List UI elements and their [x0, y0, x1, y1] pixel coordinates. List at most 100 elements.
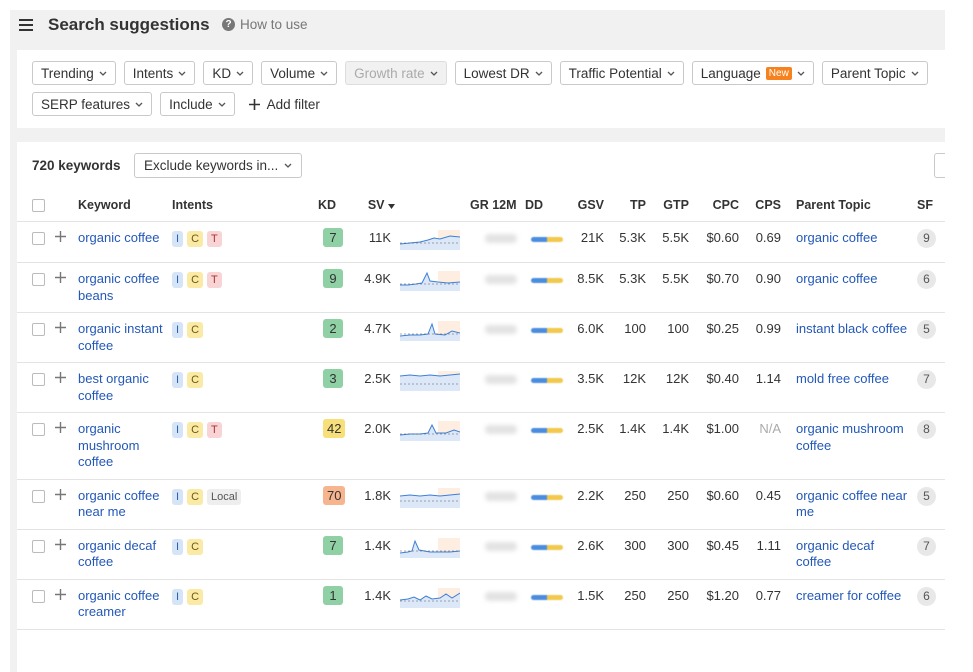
trend-sparkline [399, 371, 461, 391]
sf-badge[interactable]: 7 [917, 536, 936, 556]
sf-badge[interactable]: 7 [917, 370, 936, 389]
add-to-list[interactable] [55, 371, 66, 388]
filter-button[interactable]: Include [160, 92, 235, 116]
sf-badge[interactable]: 8 [917, 420, 936, 439]
keyword-link[interactable]: organic mushroom coffee [78, 421, 140, 469]
filter-button[interactable]: Language New [691, 61, 814, 85]
filter-label: Trending [41, 65, 94, 81]
filter-button[interactable]: Trending [32, 61, 116, 85]
filter-button[interactable]: Traffic Potential [559, 61, 684, 85]
column-header[interactable]: GR 12M [470, 190, 525, 222]
add-to-list[interactable] [55, 588, 66, 605]
keyword-link[interactable]: organic instant coffee [78, 321, 163, 353]
filter-button[interactable]: Parent Topic [821, 61, 928, 85]
kd-badge: 1 [323, 585, 343, 605]
keyword-link[interactable]: organic coffee near me [78, 487, 160, 520]
row-controls [17, 529, 78, 580]
column-header[interactable]: TP [608, 190, 650, 222]
sf-badge[interactable]: 5 [917, 486, 936, 506]
growth-obscured [485, 541, 517, 551]
parent-topic-link[interactable]: organic mushroom coffee [796, 421, 904, 453]
row-checkbox[interactable] [32, 589, 45, 603]
column-header[interactable]: KD [318, 190, 350, 222]
filter-button[interactable]: Intents [123, 61, 196, 85]
trend-sparkline [399, 587, 461, 608]
row-checkbox[interactable] [32, 423, 45, 437]
keyword-link[interactable]: organic decaf coffee [78, 537, 157, 570]
add-filter[interactable]: Add filter [248, 97, 320, 112]
column-header[interactable]: Intents [172, 190, 318, 222]
parent-topic-link[interactable]: instant black coffee [796, 321, 908, 336]
sf-badge[interactable]: 6 [917, 586, 936, 606]
column-header[interactable]: GTP [650, 190, 693, 222]
filter-label: Traffic Potential [568, 65, 662, 81]
column-header[interactable]: Parent Topic [785, 190, 908, 222]
dd-segment [547, 494, 563, 500]
column-label: DD [525, 198, 544, 213]
menu-icon[interactable] [19, 19, 33, 31]
add-to-list[interactable] [55, 538, 66, 555]
add-to-list[interactable] [55, 271, 66, 288]
gsv-cell: 6.0K [565, 312, 608, 363]
column-header[interactable]: SF [908, 190, 945, 222]
row-checkbox[interactable] [32, 373, 45, 387]
add-to-list[interactable] [55, 321, 66, 338]
filter-label: Parent Topic [830, 65, 906, 81]
filter-button[interactable]: KD [203, 61, 254, 85]
column-header[interactable]: CPS [743, 190, 785, 222]
parent-topic-link[interactable]: organic coffee near me [796, 487, 908, 520]
column-label: GSV [577, 198, 604, 213]
sf-badge[interactable]: 9 [917, 228, 936, 248]
row-checkbox[interactable] [32, 489, 45, 503]
sf-cell: 8 [908, 412, 945, 480]
column-label: CPS [755, 198, 781, 213]
parent-topic-link[interactable]: organic coffee [796, 229, 878, 245]
kd-badge: 3 [323, 369, 343, 388]
column-header[interactable]: DD [525, 190, 565, 222]
trend-cell [395, 262, 470, 313]
column-header[interactable]: SV [350, 190, 395, 222]
cps-value: 0.90 [755, 271, 781, 286]
row-checkbox[interactable] [32, 231, 45, 245]
sf-badge[interactable]: 5 [917, 320, 936, 339]
row-checkbox[interactable] [32, 323, 45, 337]
sv-cell: 2.0K [350, 412, 395, 480]
add-to-list[interactable] [55, 421, 66, 438]
exclude-dropdown[interactable]: Exclude keywords in... [134, 153, 303, 178]
select-all-checkbox[interactable] [32, 199, 45, 213]
parent-topic-link[interactable]: organic decaf coffee [796, 537, 875, 570]
column-header[interactable]: GSV [565, 190, 608, 222]
help-link[interactable]: ? How to use [222, 17, 308, 32]
parent-topic-cell: organic coffee [785, 221, 908, 263]
row-checkbox[interactable] [32, 539, 45, 553]
filter-button[interactable]: SERP features [32, 92, 153, 116]
add-to-list[interactable] [55, 230, 66, 247]
dd-segment [547, 328, 563, 333]
column-header[interactable]: CPC [693, 190, 743, 222]
trend-sparkline [399, 537, 461, 558]
row-controls [17, 362, 78, 413]
keyword-cell: organic mushroom coffee [78, 412, 172, 480]
filter-button[interactable]: Lowest DR [454, 61, 552, 85]
cpc-cell: $0.25 [693, 312, 743, 363]
growth-obscured [485, 375, 517, 384]
keyword-link[interactable]: organic coffee creamer [78, 587, 160, 620]
gsv-value: 3.5K [577, 371, 604, 386]
gsv-value: 2.5K [577, 421, 604, 436]
kd-cell: 7 [318, 529, 350, 580]
filter-button[interactable]: Volume [261, 61, 338, 85]
keyword-link[interactable]: organic coffee beans [78, 271, 160, 303]
keyword-link[interactable]: best organic coffee [78, 371, 149, 403]
keyword-link[interactable]: organic coffee [78, 229, 160, 245]
kd-cell: 1 [318, 579, 350, 630]
parent-topic-link[interactable]: organic coffee [796, 271, 878, 286]
row-checkbox[interactable] [32, 273, 45, 287]
parent-topic-link[interactable]: creamer for coffee [796, 587, 902, 603]
sf-badge[interactable]: 6 [917, 270, 936, 289]
toolbar-button[interactable] [934, 153, 945, 178]
results-panel: 720 keywords Exclude keywords in... Keyw… [17, 142, 945, 672]
add-to-list[interactable] [55, 488, 66, 505]
column-header[interactable]: Keyword [78, 190, 172, 222]
dd-segment [531, 328, 547, 333]
parent-topic-link[interactable]: mold free coffee [796, 371, 889, 386]
